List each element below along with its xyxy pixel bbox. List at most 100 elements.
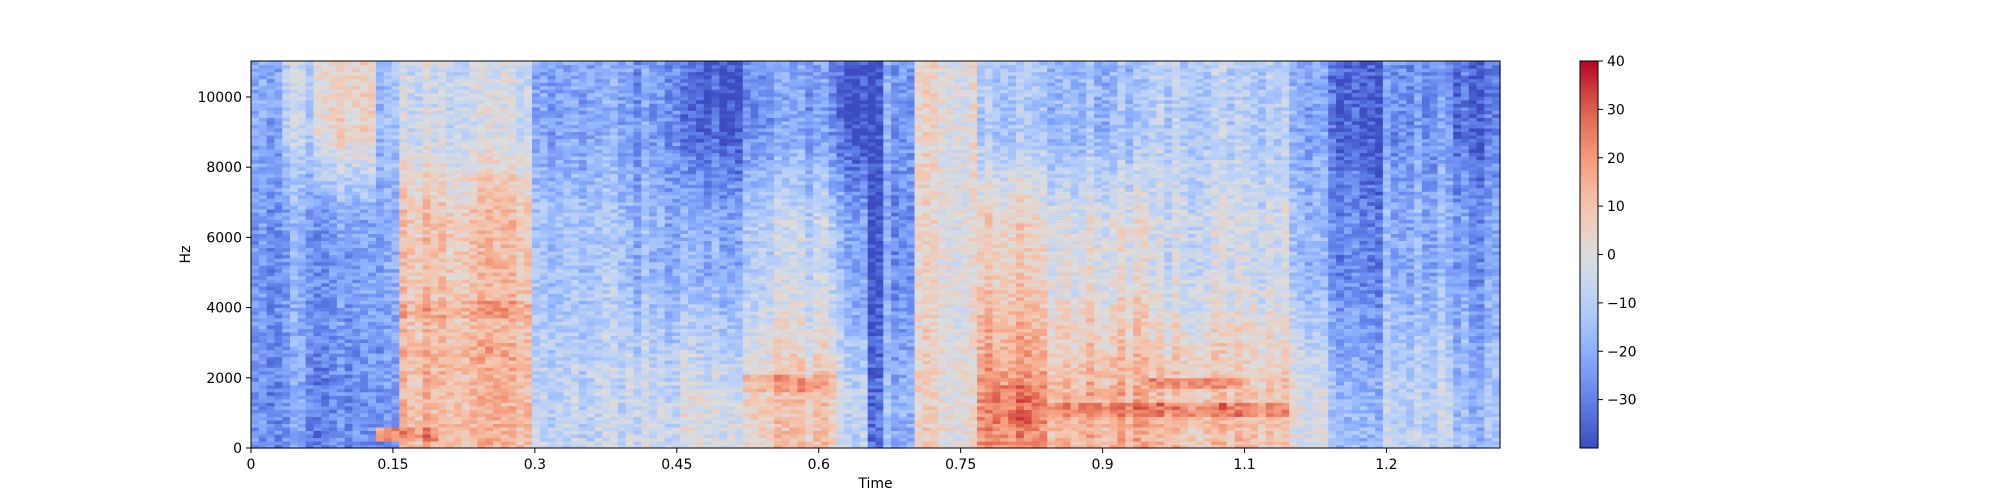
spectrogram-cell (540, 332, 548, 336)
spectrogram-cell (407, 160, 415, 164)
spectrogram-cell (282, 318, 290, 322)
spectrogram-cell (352, 307, 360, 311)
spectrogram-cell (399, 82, 407, 86)
spectrogram-cell (470, 131, 478, 135)
spectrogram-cell (321, 399, 329, 403)
spectrogram-cell (509, 174, 517, 178)
spectrogram-cell (524, 240, 532, 244)
spectrogram-cell (360, 244, 368, 248)
spectrogram-cell (392, 255, 400, 259)
spectrogram-cell (594, 283, 602, 287)
spectrogram-cell (423, 142, 431, 146)
spectrogram-cell (470, 177, 478, 181)
spectrogram-cell (501, 68, 509, 72)
spectrogram-cell (555, 121, 563, 125)
spectrogram-cell (454, 135, 462, 139)
spectrogram-cell (563, 413, 571, 417)
spectrogram-cell (321, 152, 329, 156)
spectrogram-cell (321, 198, 329, 202)
spectrogram-cell (399, 226, 407, 230)
spectrogram-cell (251, 399, 259, 403)
spectrogram-cell (438, 145, 446, 149)
spectrogram-cell (259, 163, 267, 167)
spectrogram-cell (446, 156, 454, 160)
spectrogram-cell (352, 212, 360, 216)
spectrogram-cell (337, 167, 345, 171)
spectrogram-cell (415, 311, 423, 315)
spectrogram-cell (423, 318, 431, 322)
spectrogram-cell (399, 409, 407, 413)
spectrogram-cell (376, 307, 384, 311)
spectrogram-cell (446, 307, 454, 311)
spectrogram-cell (376, 226, 384, 230)
spectrogram-cell (509, 75, 517, 79)
spectrogram-cell (477, 117, 485, 121)
spectrogram-cell (454, 413, 462, 417)
spectrogram-cell (282, 353, 290, 357)
spectrogram-cell (259, 75, 267, 79)
spectrogram-cell (384, 138, 392, 142)
spectrogram-cell (594, 286, 602, 290)
spectrogram-cell (602, 406, 610, 410)
spectrogram-cell (540, 181, 548, 185)
spectrogram-cell (462, 437, 470, 441)
spectrogram-cell (493, 311, 501, 315)
spectrogram-cell (368, 188, 376, 192)
spectrogram-cell (282, 86, 290, 90)
spectrogram-cell (477, 367, 485, 371)
spectrogram-cell (313, 392, 321, 396)
spectrogram-cell (446, 269, 454, 273)
spectrogram-cell (384, 321, 392, 325)
spectrogram-cell (407, 339, 415, 343)
spectrogram-cell (532, 279, 540, 283)
spectrogram-cell (345, 416, 353, 420)
spectrogram-cell (360, 247, 368, 251)
spectrogram-cell (329, 367, 337, 371)
spectrogram-cell (587, 233, 595, 237)
spectrogram-cell (516, 128, 524, 132)
spectrogram-cell (477, 124, 485, 128)
spectrogram-cell (259, 349, 267, 353)
spectrogram-cell (579, 437, 587, 441)
spectrogram-cell (399, 364, 407, 368)
spectrogram-cell (571, 107, 579, 111)
spectrogram-cell (306, 321, 314, 325)
spectrogram-cell (438, 205, 446, 209)
spectrogram-cell (509, 437, 517, 441)
spectrogram-cell (251, 385, 259, 389)
spectrogram-cell (376, 349, 384, 353)
spectrogram-cell (470, 437, 478, 441)
spectrogram-cell (345, 409, 353, 413)
spectrogram-cell (501, 279, 509, 283)
spectrogram-cell (274, 145, 282, 149)
spectrogram-cell (321, 314, 329, 318)
spectrogram-cell (337, 223, 345, 227)
spectrogram-cell (548, 198, 556, 202)
spectrogram-cell (298, 219, 306, 223)
spectrogram-cell (563, 138, 571, 142)
spectrogram-cell (384, 371, 392, 375)
spectrogram-cell (384, 226, 392, 230)
spectrogram-cell (267, 103, 275, 107)
spectrogram-cell (485, 93, 493, 97)
spectrogram-cell (501, 378, 509, 382)
spectrogram-cell (532, 107, 540, 111)
spectrogram-cell (290, 399, 298, 403)
spectrogram-cell (267, 402, 275, 406)
spectrogram-cell (306, 72, 314, 76)
spectrogram-cell (446, 283, 454, 287)
spectrogram-cell (462, 346, 470, 350)
spectrogram-cell (493, 399, 501, 403)
spectrogram-cell (563, 110, 571, 114)
spectrogram-cell (540, 349, 548, 353)
spectrogram-cell (282, 251, 290, 255)
spectrogram-cell (298, 65, 306, 69)
spectrogram-cell (313, 114, 321, 118)
spectrogram-cell (563, 219, 571, 223)
spectrogram-cell (251, 371, 259, 375)
spectrogram-cell (376, 65, 384, 69)
spectrogram-cell (360, 255, 368, 259)
spectrogram-cell (321, 311, 329, 315)
spectrogram-cell (267, 300, 275, 304)
spectrogram-cell (423, 339, 431, 343)
